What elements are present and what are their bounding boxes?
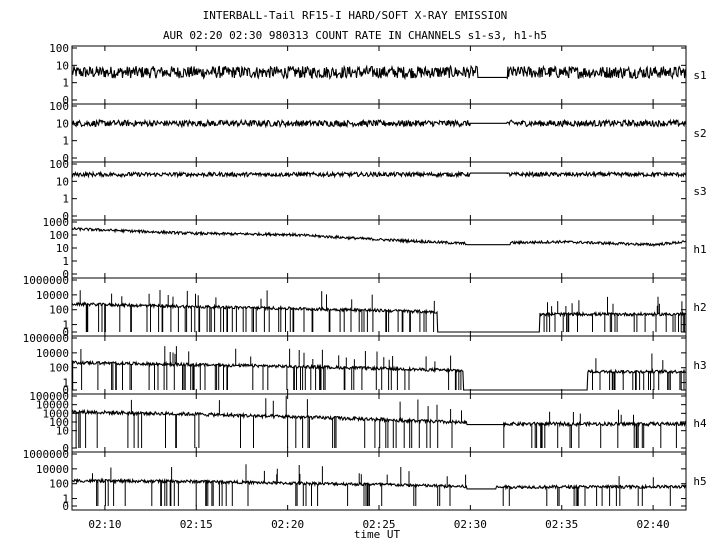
series-line-h2 <box>71 301 687 333</box>
y-tick-label: 10 <box>56 242 69 255</box>
y-tick-label: 10 <box>56 425 69 438</box>
x-tick-label: 02:30 <box>454 518 487 531</box>
chart-subtitle: AUR 02:20 02:30 980313 COUNT RATE IN CHA… <box>163 29 547 42</box>
x-axis: 02:10 02:15 02:20 02:25 02:30 02:35 02:40 <box>88 518 669 531</box>
x-tick-label: 02:40 <box>637 518 670 531</box>
y-tick-label: 100 <box>49 158 69 171</box>
series-line-s2 <box>71 118 687 129</box>
x-axis-label: time UT <box>354 528 401 541</box>
y-tick-label: 0 <box>62 326 69 339</box>
panel-frame <box>71 161 687 221</box>
y-tick-label: 1 <box>62 493 69 506</box>
x-tick-label: 02:15 <box>180 518 213 531</box>
y-tick-label: 1 <box>62 193 69 206</box>
x-tick-label: 02:35 <box>545 518 578 531</box>
channel-label-h3: h3 <box>693 359 706 372</box>
x-tick-label: 02:10 <box>88 518 121 531</box>
y-tick-label: 1000000 <box>23 448 69 461</box>
y-tick-label: 1 <box>62 377 69 390</box>
x-tick-label: 02:20 <box>271 518 304 531</box>
y-tick-label: 1 <box>62 319 69 332</box>
y-tick-label: 1000000 <box>23 332 69 345</box>
series-spikes-h4 <box>75 395 677 448</box>
y-tick-label: 100 <box>49 42 69 55</box>
y-tick-label: 1000 <box>43 216 70 229</box>
y-tick-label: 0 <box>62 442 69 455</box>
y-tick-label: 100 <box>49 362 69 375</box>
y-tick-label: 100 <box>49 229 69 242</box>
y-tick-label: 10 <box>56 175 69 188</box>
channel-label-h2: h2 <box>693 301 706 314</box>
series-spikes-h2 <box>79 290 686 332</box>
y-tick-label: 1 <box>62 77 69 90</box>
series-line-s3 <box>71 170 687 179</box>
y-tick-label: 10 <box>56 59 69 72</box>
series-line-s1 <box>71 64 687 81</box>
channel-label-h4: h4 <box>693 417 707 430</box>
channel-label-s2: s2 <box>693 127 706 140</box>
chart-title: INTERBALL-Tail RF15-I HARD/SOFT X-RAY EM… <box>203 9 508 22</box>
series-line-h4 <box>71 408 687 428</box>
y-tick-label: 10000 <box>36 399 69 412</box>
y-tick-label: 0 <box>62 210 69 223</box>
channel-label-s1: s1 <box>693 69 706 82</box>
y-tick-label: 10000 <box>36 347 69 360</box>
y-tick-label: 1 <box>62 135 69 148</box>
channel-label-h1: h1 <box>693 243 706 256</box>
y-tick-label: 100 <box>49 100 69 113</box>
panel-h2: 1000000 10000 100 10 h2 <box>23 274 707 339</box>
y-tick-label: 0 <box>62 152 69 165</box>
panel-frame <box>71 103 687 163</box>
y-tick-label: 100000 <box>29 390 69 403</box>
panel-frame <box>71 219 687 279</box>
y-tick-label: 1000000 <box>23 274 69 287</box>
panels-group: 1001010s11001010s21001010s310001001010h1… <box>23 42 707 513</box>
y-tick-label: 100 <box>49 478 69 491</box>
panel-h3: 1000000 10000 100 10 h3 <box>23 332 707 397</box>
y-tick-label: 0 <box>62 384 69 397</box>
channel-label-s3: s3 <box>693 185 706 198</box>
panel-h5: 1000000 10000 100 10 h5 <box>23 448 707 513</box>
y-tick-label: 100 <box>49 304 69 317</box>
y-tick-label: 1000 <box>43 407 70 420</box>
y-tick-label: 0 <box>62 94 69 107</box>
y-tick-label: 10000 <box>36 463 69 476</box>
series-line-h5 <box>71 477 687 491</box>
series-line-h1 <box>71 226 687 248</box>
y-tick-label: 0 <box>62 268 69 281</box>
y-tick-label: 1 <box>62 255 69 268</box>
series-spikes-h3 <box>72 346 685 390</box>
y-tick-label: 10 <box>56 117 69 130</box>
channel-label-h5: h5 <box>693 475 706 488</box>
y-tick-label: 0 <box>62 500 69 513</box>
y-tick-label: 10000 <box>36 289 69 302</box>
series-spikes-h5 <box>92 464 671 506</box>
x-tick-label: 02:25 <box>362 518 395 531</box>
y-tick-label: 100 <box>49 416 69 429</box>
